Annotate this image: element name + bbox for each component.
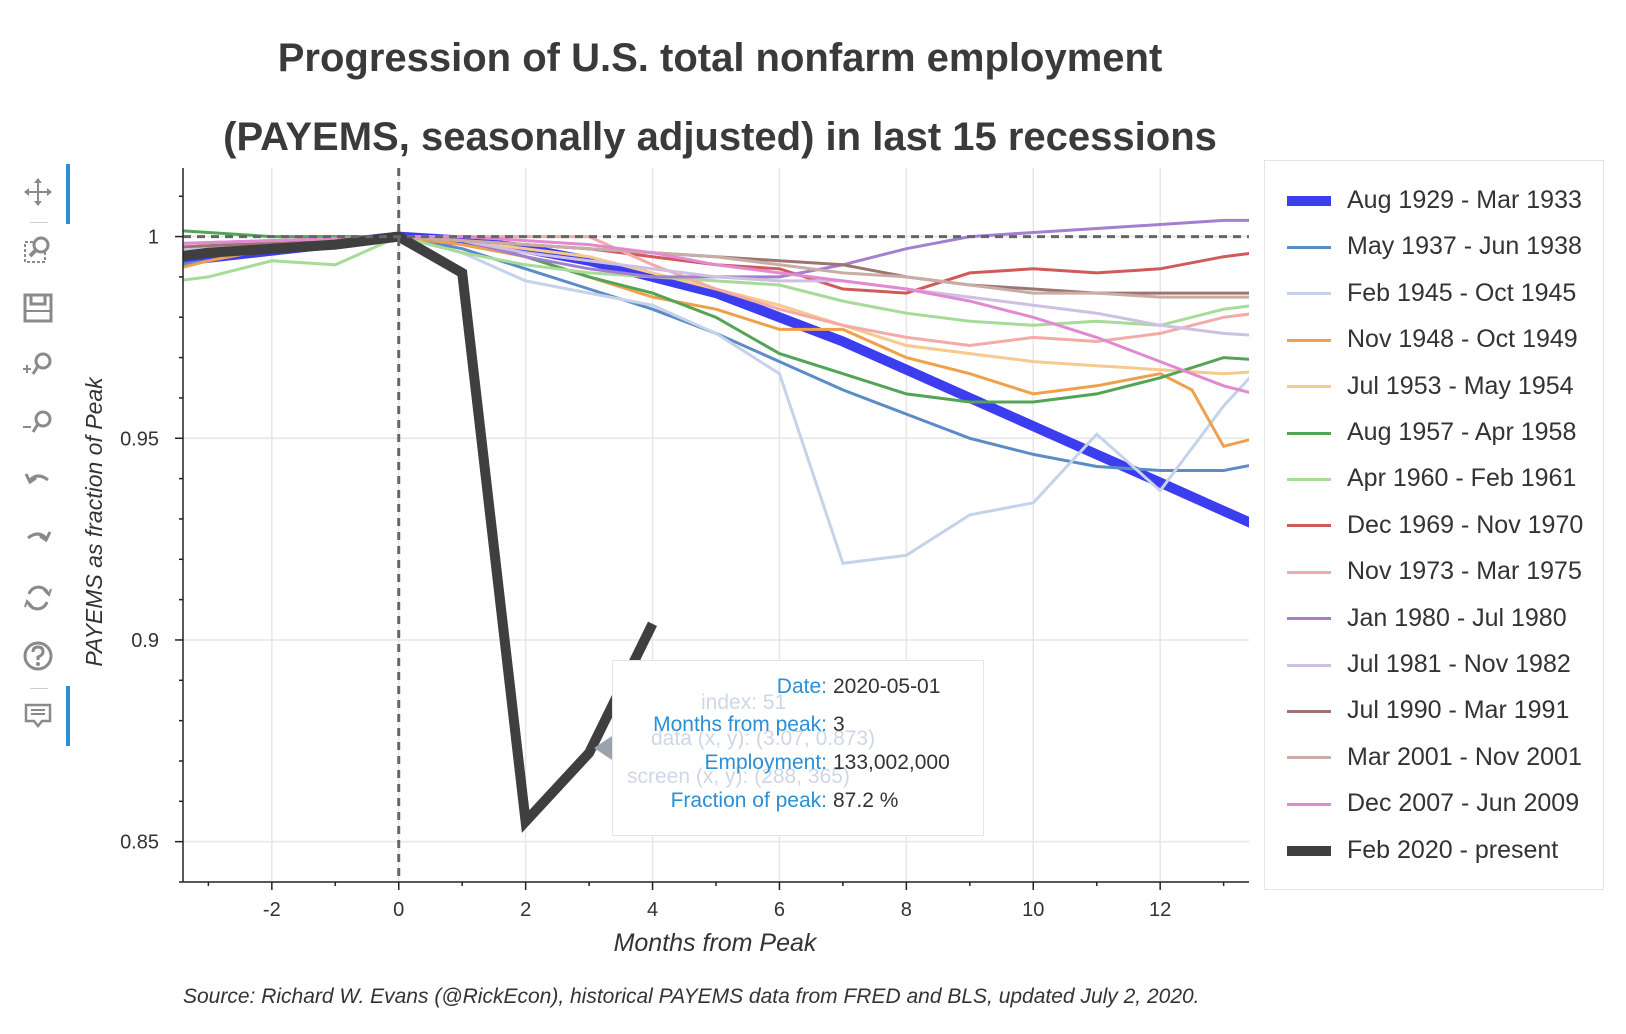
reset-icon[interactable] [20, 580, 56, 616]
x-tick-label: 4 [647, 899, 658, 921]
x-tick-label: 0 [393, 899, 404, 921]
legend-label: Aug 1957 - Apr 1958 [1347, 418, 1577, 446]
legend-item[interactable]: Dec 1969 - Nov 1970 [1265, 506, 1603, 546]
legend-item[interactable]: Jul 1990 - Mar 1991 [1265, 691, 1603, 731]
x-tick-label: -2 [263, 899, 281, 921]
series-line-3[interactable] [145, 235, 1287, 565]
series-line-14[interactable] [145, 235, 1287, 402]
pan-active-indicator [66, 164, 70, 224]
legend-item[interactable]: Dec 2007 - Jun 2009 [1265, 784, 1603, 824]
x-tick-label: 8 [901, 899, 912, 921]
hover-icon[interactable] [20, 698, 56, 734]
legend-item[interactable]: Nov 1973 - Mar 1975 [1265, 552, 1603, 592]
legend-label: Aug 1929 - Mar 1933 [1347, 186, 1582, 214]
chart-title-line-2: (PAYEMS, seasonally adjusted) in last 15… [223, 115, 1217, 159]
tooltip-row-fraction: Fraction of peak: 87.2 % [670, 789, 899, 812]
series-line-13[interactable] [145, 235, 1287, 299]
series-line-4[interactable] [145, 235, 1287, 449]
series-line-10[interactable] [145, 218, 1287, 279]
pan-icon[interactable] [20, 174, 56, 210]
hover-tooltip: index: 51 data (x, y): (3.07, 0.873) scr… [612, 660, 984, 836]
legend: Aug 1929 - Mar 1933 May 1937 - Jun 1938 Fe… [1264, 160, 1604, 890]
legend-label: Jul 1953 - May 1954 [1347, 371, 1574, 400]
legend-label: Jul 1990 - Mar 1991 [1347, 696, 1570, 725]
tooltip-row-date: Date: 2020-05-01 [776, 675, 941, 698]
legend-item[interactable]: Feb 2020 - present [1265, 831, 1603, 871]
legend-swatch [1287, 524, 1331, 528]
legend-item[interactable]: Aug 1929 - Mar 1933 [1265, 181, 1603, 221]
y-tick-label: 0.95 [120, 428, 159, 450]
tooltip-ghost-data: data (x, y): (3.07, 0.873) [651, 727, 876, 750]
series-line-11[interactable] [145, 235, 1287, 338]
legend-swatch [1287, 385, 1331, 389]
legend-label: Jan 1980 - Jul 1980 [1347, 603, 1567, 632]
tooltip-row-employment: Employment: 133,002,000 [704, 751, 950, 774]
axes: -2 0 2 4 6 8 10 12 0.85 0.9 0.95 1 [120, 168, 1249, 921]
y-axis-label: PAYEMS as fraction of Peak [81, 376, 107, 667]
legend-swatch [1287, 196, 1331, 206]
x-axis-label: Months from Peak [614, 929, 818, 957]
legend-item[interactable]: Jul 1953 - May 1954 [1265, 367, 1603, 407]
legend-item[interactable]: Apr 1960 - Feb 1961 [1265, 459, 1603, 499]
legend-item[interactable]: Jul 1981 - Nov 1982 [1265, 645, 1603, 685]
tooltip-row-months: Months from peak: 3 [653, 713, 845, 736]
legend-item[interactable]: May 1937 - Jun 1938 [1265, 227, 1603, 267]
legend-label: Mar 2001 - Nov 2001 [1347, 742, 1582, 771]
legend-label: Nov 1948 - Oct 1949 [1347, 325, 1578, 354]
tooltip-pointer [594, 736, 612, 760]
legend-swatch [1287, 617, 1331, 621]
legend-label: Dec 2007 - Jun 2009 [1347, 789, 1580, 818]
series-line-7[interactable] [145, 235, 1287, 327]
tooltip-ghost-screen: screen (x, y): (288, 365) [627, 765, 850, 788]
legend-item[interactable]: Aug 1957 - Apr 1958 [1265, 413, 1603, 453]
legend-swatch [1287, 663, 1331, 667]
hover-active-indicator [66, 686, 70, 746]
y-tick-label: 0.85 [120, 832, 159, 854]
save-icon[interactable] [20, 290, 56, 326]
legend-item[interactable]: Mar 2001 - Nov 2001 [1265, 738, 1603, 778]
y-tick-label: 0.9 [131, 630, 159, 652]
legend-item[interactable]: Feb 1945 - Oct 1945 [1265, 274, 1603, 314]
legend-item[interactable]: Jan 1980 - Jul 1980 [1265, 599, 1603, 639]
source-note: Source: Richard W. Evans (@RickEcon), hi… [183, 985, 1200, 1008]
x-tick-label: 6 [774, 899, 785, 921]
y-tick-label: 1 [148, 227, 159, 249]
tooltip-ghost-index: index: 51 [701, 691, 787, 714]
series-line-6[interactable] [145, 229, 1287, 404]
legend-label: May 1937 - Jun 1938 [1347, 232, 1582, 261]
legend-swatch [1287, 292, 1331, 296]
legend-item[interactable]: Nov 1948 - Oct 1949 [1265, 320, 1603, 360]
x-tick-label: 12 [1149, 899, 1171, 921]
zoom-out-icon[interactable] [20, 406, 56, 442]
box-zoom-icon[interactable] [20, 232, 56, 268]
chart-title-line-1: Progression of U.S. total nonfarm employ… [277, 36, 1163, 80]
redo-icon[interactable] [20, 522, 56, 558]
legend-swatch [1287, 845, 1331, 856]
legend-swatch [1287, 245, 1331, 249]
legend-label: Nov 1973 - Mar 1975 [1347, 557, 1582, 586]
legend-label: Feb 1945 - Oct 1945 [1347, 278, 1577, 307]
series-layer [145, 218, 1287, 833]
x-tick-label: 10 [1022, 899, 1044, 921]
legend-label: Jul 1981 - Nov 1982 [1347, 650, 1571, 678]
undo-icon[interactable] [20, 464, 56, 500]
legend-label: Apr 1960 - Feb 1961 [1347, 464, 1577, 493]
legend-label: Dec 1969 - Nov 1970 [1347, 510, 1584, 539]
zoom-in-icon[interactable] [20, 348, 56, 384]
legend-swatch [1287, 431, 1331, 435]
legend-swatch [1287, 802, 1331, 806]
legend-swatch [1287, 338, 1331, 342]
help-icon[interactable] [20, 638, 56, 674]
legend-swatch [1287, 477, 1331, 481]
legend-swatch [1287, 570, 1331, 574]
reference-lines [183, 168, 1249, 882]
chart-toolbar [14, 164, 74, 780]
legend-swatch [1287, 709, 1331, 713]
legend-swatch [1287, 756, 1331, 760]
series-line-5[interactable] [145, 235, 1287, 376]
x-tick-label: 2 [520, 899, 531, 921]
legend-label: Feb 2020 - present [1347, 835, 1559, 864]
